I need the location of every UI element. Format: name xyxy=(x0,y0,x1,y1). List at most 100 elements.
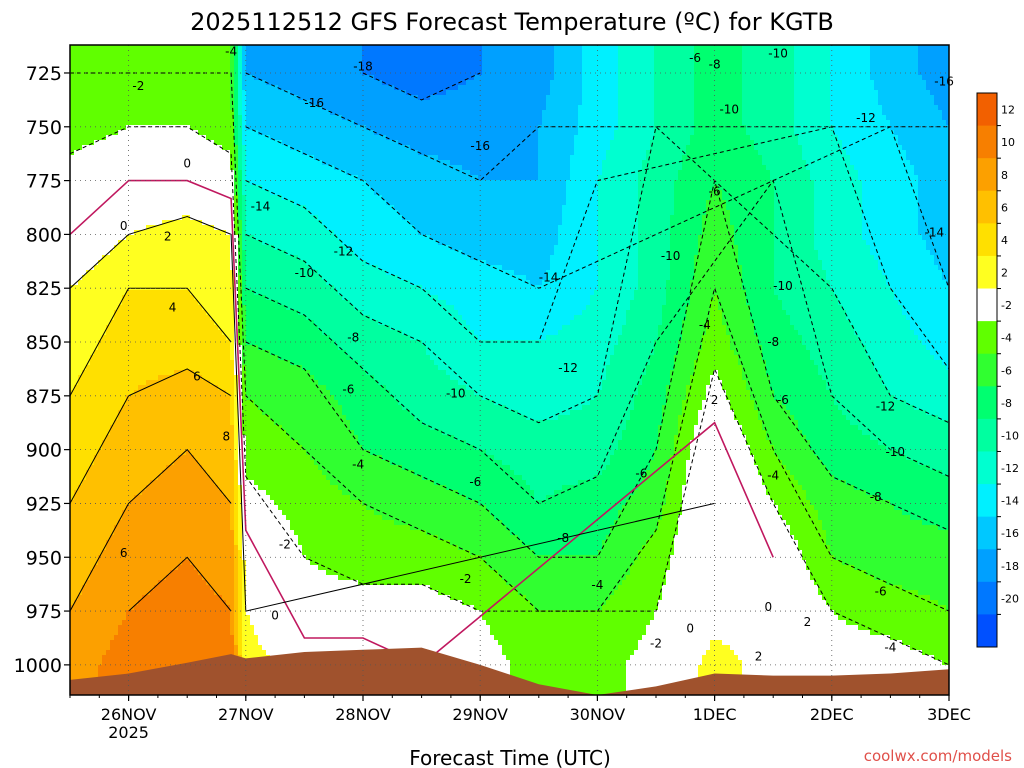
field-cell xyxy=(162,525,167,531)
field-cell xyxy=(90,285,95,291)
field-cell xyxy=(166,380,171,386)
field-cell xyxy=(178,535,183,541)
field-cell xyxy=(98,240,103,246)
field-cell xyxy=(74,265,79,271)
field-cell xyxy=(114,380,119,386)
field-cell xyxy=(162,620,167,626)
field-cell xyxy=(146,410,151,416)
field-cell xyxy=(134,290,139,296)
field-cell xyxy=(94,645,99,651)
field-cell xyxy=(202,385,207,391)
field-cell xyxy=(170,495,175,501)
field-cell xyxy=(90,415,95,421)
field-cell xyxy=(206,445,211,451)
field-cell xyxy=(114,475,119,481)
field-cell xyxy=(78,475,83,481)
field-cell xyxy=(130,595,135,601)
field-cell xyxy=(154,215,159,221)
field-cell xyxy=(94,620,99,626)
field-cell xyxy=(110,95,115,101)
field-cell xyxy=(186,205,191,211)
field-cell xyxy=(82,590,87,596)
field-cell xyxy=(74,615,79,621)
field-cell xyxy=(114,285,119,291)
field-cell xyxy=(86,565,91,571)
field-cell xyxy=(198,435,203,441)
field-cell xyxy=(78,630,83,636)
field-cell xyxy=(174,210,179,216)
field-cell xyxy=(86,665,91,671)
field-cell xyxy=(162,310,167,316)
field-cell xyxy=(210,165,215,171)
field-cell xyxy=(174,360,179,366)
field-cell xyxy=(134,465,139,471)
field-cell xyxy=(82,330,87,336)
field-cell xyxy=(154,370,159,376)
field-cell xyxy=(154,385,159,391)
field-cell xyxy=(146,280,151,286)
field-cell xyxy=(142,290,147,296)
field-cell xyxy=(182,590,187,596)
field-cell xyxy=(90,235,95,241)
field-cell xyxy=(86,155,91,161)
field-cell xyxy=(158,625,163,631)
field-cell xyxy=(178,360,183,366)
field-cell xyxy=(214,295,219,301)
field-cell xyxy=(94,65,99,71)
field-cell xyxy=(86,220,91,226)
field-cell xyxy=(222,290,227,296)
field-cell xyxy=(146,355,151,361)
field-cell xyxy=(222,270,227,276)
field-cell xyxy=(174,490,179,496)
field-cell xyxy=(154,145,159,151)
field-cell xyxy=(138,420,143,426)
field-cell xyxy=(94,320,99,326)
field-cell xyxy=(198,415,203,421)
field-cell xyxy=(170,435,175,441)
field-cell xyxy=(146,160,151,166)
field-cell xyxy=(154,515,159,521)
field-cell xyxy=(134,215,139,221)
field-cell xyxy=(82,290,87,296)
field-cell xyxy=(214,615,219,621)
field-cell xyxy=(86,260,91,266)
field-cell xyxy=(114,480,119,486)
field-cell xyxy=(118,485,123,491)
field-cell xyxy=(178,310,183,316)
field-cell xyxy=(218,250,223,256)
field-cell xyxy=(190,585,195,591)
field-cell xyxy=(206,80,211,86)
field-cell xyxy=(94,285,99,291)
field-cell xyxy=(178,440,183,446)
field-cell xyxy=(150,60,155,66)
field-cell xyxy=(174,365,179,371)
field-cell xyxy=(142,315,147,321)
field-cell xyxy=(86,670,91,676)
field-cell xyxy=(130,385,135,391)
field-cell xyxy=(166,490,171,496)
field-cell xyxy=(146,305,151,311)
field-cell xyxy=(82,425,87,431)
field-cell xyxy=(154,645,159,651)
field-cell xyxy=(146,525,151,531)
field-cell xyxy=(78,345,83,351)
field-cell xyxy=(178,305,183,311)
field-cell xyxy=(82,55,87,61)
field-cell xyxy=(194,355,199,361)
field-cell xyxy=(118,170,123,176)
field-cell xyxy=(170,515,175,521)
field-cell xyxy=(198,85,203,91)
field-cell xyxy=(118,535,123,541)
field-cell xyxy=(106,130,111,136)
field-cell xyxy=(210,630,215,636)
field-cell xyxy=(82,600,87,606)
field-cell xyxy=(174,560,179,566)
field-cell xyxy=(194,510,199,516)
field-cell xyxy=(130,330,135,336)
field-cell xyxy=(118,110,123,116)
field-cell xyxy=(74,365,79,371)
field-cell xyxy=(134,535,139,541)
field-cell xyxy=(94,550,99,556)
field-cell xyxy=(102,90,107,96)
field-cell xyxy=(198,550,203,556)
